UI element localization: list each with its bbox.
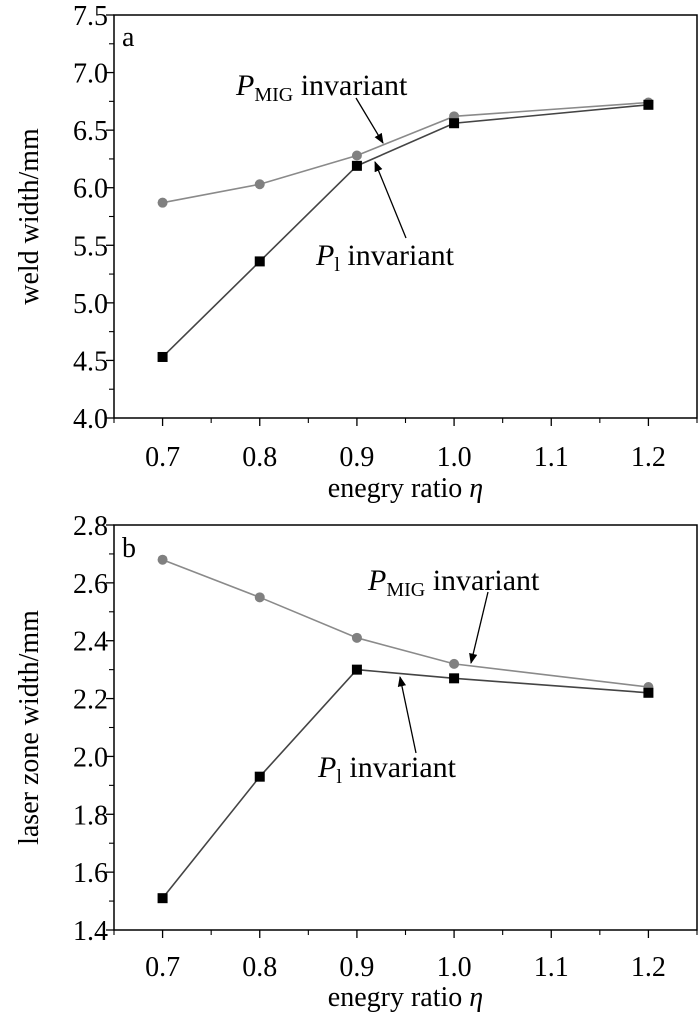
annotation-symbol: P [235,69,254,102]
data-point-square [254,256,265,267]
annotation-symbol: P [317,751,336,784]
x-tick-label: 1.2 [631,952,666,983]
y-tick-label: 2.6 [73,569,108,600]
x-tick-label: 0.7 [145,952,180,983]
data-point-square [157,893,168,904]
annotation-symbol: P [367,564,386,597]
data-point-square [449,673,460,684]
annotation-subscript: MIG [386,579,425,601]
data-point-circle [254,179,265,190]
annotation-text: invariant [293,69,408,102]
y-tick-label: 2.4 [73,627,108,658]
data-point-circle [351,632,362,643]
panel-letter: a [122,22,135,53]
y-tick-label: 7.0 [73,59,108,90]
data-point-square [351,160,362,171]
x-tick-label: 1.2 [631,442,666,473]
annotation-label: PMIG invariant [367,564,540,601]
y-tick-label: 5.0 [73,289,108,320]
annotation-subscript: MIG [254,84,293,106]
annotation-label: Pl invariant [317,751,457,788]
data-point-square [351,664,362,675]
data-point-square [157,351,168,362]
y-axis-title: weld width/mm [14,128,45,305]
x-tick-label: 1.0 [437,442,472,473]
panel-letter: b [122,533,136,564]
data-point-square [643,687,654,698]
annotation-arrow [397,675,417,754]
data-point-circle [157,197,168,208]
data-point-circle [351,150,362,161]
annotation-subscript: l [334,254,340,276]
x-tick-label: 0.7 [145,442,180,473]
y-axis-title: laser zone width/mm [14,610,45,845]
x-tick-label: 1.0 [437,952,472,983]
y-tick-label: 1.8 [73,800,108,831]
annotation-text: invariant [425,564,540,597]
y-tick-label: 4.0 [73,404,108,435]
data-point-square [254,771,265,782]
y-tick-label: 5.5 [73,231,108,262]
data-point-square [449,118,460,129]
annotation-text: invariant [342,751,457,784]
x-tick-label: 1.1 [534,952,569,983]
annotation-subscript: l [336,766,342,788]
series-line-p-l [162,104,649,358]
x-axis-symbol: η [469,473,483,504]
x-axis-title-text: enegry ratio [328,473,470,504]
panel-b: 0.7 0.8 0.9 1.0 1.1 1.2 1.4 1.6 1.8 2.0 2.2 2.4 2.6 2… [14,511,698,1013]
data-point-circle [157,554,168,565]
y-tick-label: 2.2 [73,685,108,716]
x-tick-label: 0.8 [242,442,277,473]
y-tick-label: 6.0 [73,174,108,205]
y-tick-label: 2.0 [73,742,108,773]
x-tick-label: 1.1 [534,442,569,473]
x-tick-label: 0.9 [339,952,374,983]
x-axis-symbol: η [469,982,483,1013]
x-axis-title: enegry ratio η [328,473,483,504]
y-tick-label: 1.6 [73,858,108,889]
annotation-label: PMIG invariant [235,69,408,106]
y-tick-label: 2.8 [73,511,108,542]
data-point-square [643,99,654,110]
annotation-arrow [374,161,407,239]
data-point-circle [449,658,460,669]
annotation-text: invariant [340,239,455,272]
annotation-arrow [355,97,384,144]
y-tick-label: 1.4 [73,916,108,947]
y-tick-label: 6.5 [73,116,108,147]
y-tick-label: 4.5 [73,346,108,377]
x-tick-label: 0.9 [339,442,374,473]
annotation-label: Pl invariant [315,239,455,276]
x-axis-title: enegry ratio η [328,982,483,1013]
x-axis-title-text: enegry ratio [328,982,470,1013]
series-line-p-mig [162,101,649,204]
panel-a: 0.7 0.8 0.9 1.0 1.1 1.2 4.0 4.5 5.0 5.5 6.0 6.5 7.0 7… [14,1,698,504]
x-tick-label: 0.8 [242,952,277,983]
annotation-symbol: P [315,239,334,272]
annotation-arrow [469,591,489,665]
y-tick-label: 7.5 [73,1,108,32]
data-point-circle [254,592,265,603]
